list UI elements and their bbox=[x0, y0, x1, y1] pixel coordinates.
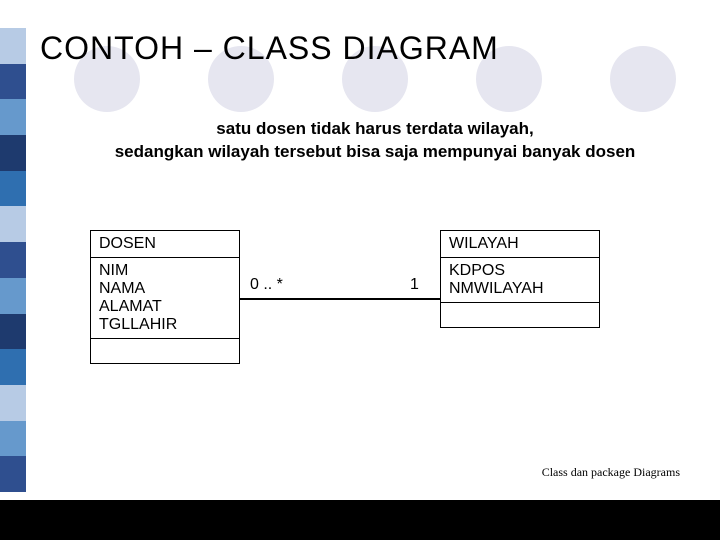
class-wilayah-name: WILAYAH bbox=[441, 231, 599, 258]
leftbar-segment bbox=[0, 99, 26, 135]
leftbar-segment bbox=[0, 456, 26, 492]
class-dosen-methods bbox=[91, 339, 239, 363]
class-wilayah-methods bbox=[441, 303, 599, 327]
class-wilayah-attrs: KDPOSNMWILAYAH bbox=[441, 258, 599, 303]
leftbar-segment bbox=[0, 28, 26, 64]
class-dosen-attrs: NIMNAMAALAMATTGLLAHIR bbox=[91, 258, 239, 339]
slide-title: CONTOH – CLASS DIAGRAM bbox=[40, 30, 499, 67]
leftbar-segment bbox=[0, 385, 26, 421]
association-line bbox=[240, 298, 440, 300]
subtitle-line2: sedangkan wilayah tersebut bisa saja mem… bbox=[115, 142, 636, 161]
leftbar-segment bbox=[0, 278, 26, 314]
uml-diagram: DOSEN NIMNAMAALAMATTGLLAHIR WILAYAH KDPO… bbox=[70, 230, 680, 430]
class-attribute: NIM bbox=[99, 262, 231, 280]
footer-text: Class dan package Diagrams bbox=[542, 465, 680, 480]
leftbar-segment bbox=[0, 314, 26, 350]
class-attribute: KDPOS bbox=[449, 262, 591, 280]
leftbar-segment bbox=[0, 206, 26, 242]
decor-bottom-bar bbox=[0, 500, 720, 540]
class-wilayah: WILAYAH KDPOSNMWILAYAH bbox=[440, 230, 600, 328]
subtitle-line1: satu dosen tidak harus terdata wilayah, bbox=[216, 119, 533, 138]
class-attribute: NMWILAYAH bbox=[449, 280, 591, 298]
leftbar-segment bbox=[0, 135, 26, 171]
multiplicity-to: 1 bbox=[410, 276, 419, 294]
leftbar-segment bbox=[0, 242, 26, 278]
leftbar-segment bbox=[0, 421, 26, 457]
leftbar-segment bbox=[0, 349, 26, 385]
class-attribute: ALAMAT bbox=[99, 298, 231, 316]
slide-subtitle: satu dosen tidak harus terdata wilayah, … bbox=[40, 118, 710, 164]
class-dosen: DOSEN NIMNAMAALAMATTGLLAHIR bbox=[90, 230, 240, 364]
multiplicity-from: 0 .. * bbox=[250, 276, 283, 294]
decor-circle bbox=[610, 46, 676, 112]
leftbar-segment bbox=[0, 64, 26, 100]
decor-leftbar bbox=[0, 28, 26, 492]
class-attribute: NAMA bbox=[99, 280, 231, 298]
class-attribute: TGLLAHIR bbox=[99, 316, 231, 334]
class-dosen-name: DOSEN bbox=[91, 231, 239, 258]
leftbar-segment bbox=[0, 171, 26, 207]
